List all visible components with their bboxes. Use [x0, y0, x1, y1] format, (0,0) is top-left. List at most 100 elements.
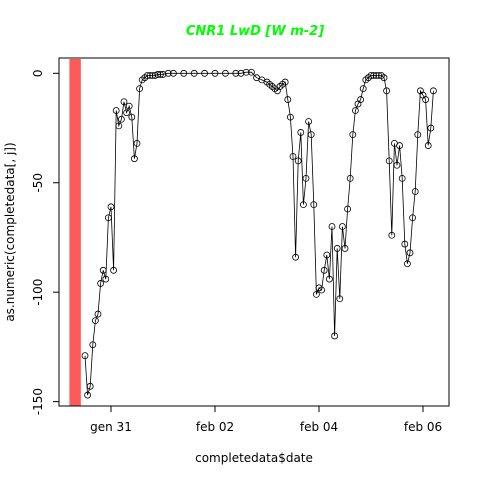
data-point — [398, 174, 406, 182]
data-point — [310, 201, 318, 209]
data-point — [307, 131, 315, 139]
data-point — [302, 174, 310, 182]
data-point — [92, 317, 99, 325]
data-point — [359, 85, 367, 93]
data-point — [388, 231, 396, 239]
data-point — [286, 113, 294, 121]
y-tick-label: 0 — [31, 70, 45, 78]
data-point — [357, 96, 365, 103]
data-point — [81, 352, 89, 360]
x-tick-label: feb 02 — [196, 420, 234, 434]
data-point — [221, 69, 229, 77]
data-point — [118, 115, 125, 123]
data-point — [411, 188, 419, 195]
data-point — [102, 275, 110, 283]
data-point — [385, 157, 393, 165]
x-tick-label: feb 04 — [300, 420, 338, 434]
data-point — [429, 87, 437, 95]
data-point — [367, 72, 375, 79]
data-point — [292, 253, 300, 261]
data-point — [89, 341, 97, 349]
y-tick-label: -50 — [31, 173, 45, 193]
data-point — [128, 113, 136, 121]
data-point — [294, 157, 302, 165]
data-point — [409, 214, 417, 222]
data-point — [105, 214, 112, 222]
data-point — [242, 68, 250, 76]
y-tick-label: -150 — [31, 388, 45, 415]
data-point — [338, 223, 346, 230]
data-point — [401, 240, 409, 248]
data-point — [99, 266, 107, 274]
data-point — [84, 391, 91, 399]
data-point — [351, 107, 359, 114]
data-point — [164, 69, 172, 77]
data-point — [393, 161, 401, 169]
series-layer — [81, 68, 437, 399]
data-point — [323, 251, 331, 259]
data-point — [201, 69, 209, 77]
y-axis: 0 -50 -100 -150 — [31, 70, 59, 415]
data-point — [110, 266, 117, 274]
data-point — [372, 72, 380, 79]
data-point — [154, 71, 162, 78]
data-point — [86, 382, 94, 390]
x-axis: gen 31 feb 02 feb 04 feb 06 — [90, 406, 442, 434]
plot-frame — [58, 57, 450, 407]
data-point — [143, 72, 151, 79]
data-point — [331, 332, 339, 340]
data-point — [149, 72, 157, 79]
x-axis-title: completedata$date — [195, 451, 313, 465]
data-point — [380, 74, 388, 82]
data-point — [305, 118, 313, 125]
data-point — [146, 72, 154, 79]
chart-title: CNR1 LwD [W m-2] — [186, 24, 324, 39]
data-point — [299, 201, 307, 209]
data-point — [169, 69, 177, 77]
data-point — [297, 129, 305, 136]
data-point — [125, 102, 133, 110]
data-point — [333, 245, 341, 252]
data-point — [328, 223, 336, 230]
data-point — [190, 69, 198, 77]
data-point — [289, 153, 297, 160]
highlight-band — [69, 59, 81, 406]
data-point — [336, 295, 344, 303]
data-point — [94, 310, 102, 318]
x-tick-label: feb 06 — [404, 420, 442, 434]
x-tick-label: gen 31 — [90, 420, 132, 434]
data-point — [346, 174, 354, 182]
data-point — [120, 98, 128, 106]
data-point — [422, 96, 430, 103]
data-point — [396, 142, 404, 149]
data-point — [156, 71, 164, 78]
data-point — [344, 205, 352, 213]
data-point — [414, 131, 422, 139]
data-point — [123, 109, 130, 117]
data-point — [159, 71, 167, 78]
data-point — [211, 69, 219, 77]
data-point — [281, 78, 289, 86]
data-point — [427, 124, 435, 132]
y-axis-title: as.numeric(completedata[, j]) — [3, 142, 17, 321]
data-point — [180, 69, 188, 77]
data-point — [325, 275, 333, 283]
data-point — [107, 203, 115, 211]
data-point — [383, 87, 391, 95]
data-point — [403, 260, 411, 268]
data-point — [237, 69, 245, 77]
data-point — [232, 69, 240, 77]
data-point — [341, 245, 349, 252]
data-point — [406, 249, 414, 257]
data-point — [284, 96, 292, 103]
data-point — [370, 72, 378, 79]
highlight-band-layer — [69, 59, 81, 406]
data-point — [312, 290, 320, 298]
data-point — [130, 155, 138, 163]
data-point — [247, 68, 255, 76]
series-line — [84, 71, 434, 396]
data-point — [318, 286, 326, 294]
data-point — [424, 142, 432, 149]
y-tick-label: -100 — [31, 279, 45, 306]
